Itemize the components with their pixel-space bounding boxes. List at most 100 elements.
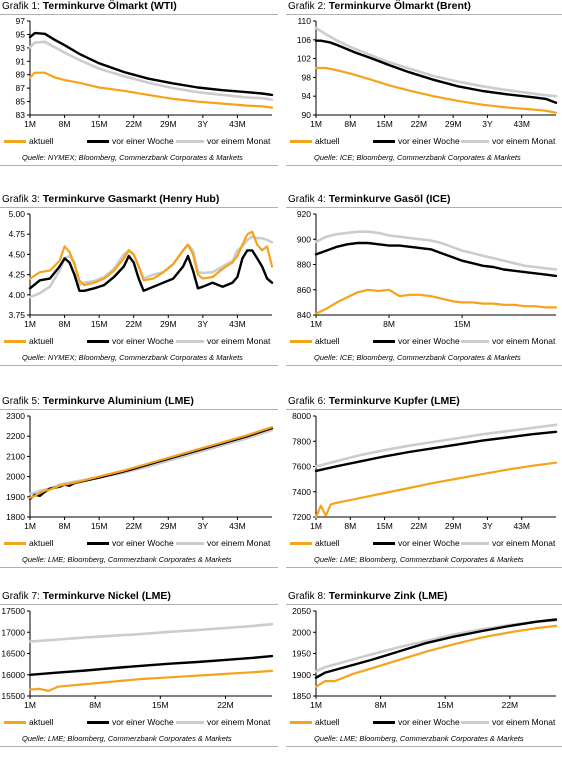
y-tick-label: 1800 xyxy=(6,512,25,522)
y-tick-label: 1950 xyxy=(292,649,311,659)
x-tick-label: 15M xyxy=(437,700,454,710)
chart-title: Grafik 2: Terminkurve Ölmarkt (Brent) xyxy=(288,0,471,13)
x-tick-label: 43M xyxy=(229,119,246,129)
plot-area: 3.75 4.00 4.25 4.50 4.75 5.00 1M 8M 15M 22M 29M 3Y 4… xyxy=(0,209,278,333)
legend-label-woche: vor einer Woche xyxy=(112,136,174,146)
x-tick-label: 15M xyxy=(152,700,169,710)
x-tick-label: 22M xyxy=(502,700,519,710)
y-tick-label: 102 xyxy=(297,54,311,64)
chart-title-text: Terminkurve Gasmarkt (Henry Hub) xyxy=(42,193,220,205)
title-rule xyxy=(286,14,562,15)
legend-label-monat: vor einem Monat xyxy=(492,538,556,548)
title-rule xyxy=(0,604,278,605)
x-tick-label: 8M xyxy=(383,319,395,329)
legend-label-woche: vor einer Woche xyxy=(112,717,174,727)
y-tick-label: 1900 xyxy=(292,670,311,680)
x-tick-label: 43M xyxy=(229,319,246,329)
bottom-rule xyxy=(0,365,278,366)
legend-swatch-woche xyxy=(87,541,109,545)
chart-source: Quelle: LME; Bloomberg, Commerzbank Corp… xyxy=(22,734,232,743)
y-tick-label: 840 xyxy=(297,310,311,320)
legend-item-aktuell: aktuell xyxy=(290,717,340,727)
x-tick-label: 8M xyxy=(59,521,71,531)
x-tick-label: 1M xyxy=(310,119,322,129)
x-tick-label: 1M xyxy=(24,119,36,129)
x-tick-label: 3Y xyxy=(198,319,209,329)
chart-title: Grafik 6: Terminkurve Kupfer (LME) xyxy=(288,395,460,408)
series-line-aktuell xyxy=(314,66,558,114)
x-tick-label: 8M xyxy=(344,119,356,129)
chart-legend: aktuell vor einer Woche vor einem Monat xyxy=(4,336,274,348)
chart-title-text: Terminkurve Ölmarkt (Brent) xyxy=(328,0,471,12)
legend-label-aktuell: aktuell xyxy=(315,136,340,146)
x-tick-label: 29M xyxy=(445,521,462,531)
legend-item-woche: vor einer Woche xyxy=(373,717,460,727)
plot-area: 1800 1900 2000 2100 2200 2300 1M 8M 15M 22M 29M 3Y 4… xyxy=(0,411,278,535)
series-line-woche xyxy=(314,39,558,105)
y-tick-label: 3.75 xyxy=(8,310,25,320)
x-tick-label: 15M xyxy=(376,521,393,531)
legend-swatch-woche xyxy=(373,139,395,143)
legend-item-monat: vor einem Monat xyxy=(461,538,555,548)
legend-item-aktuell: aktuell xyxy=(4,538,54,548)
legend-item-aktuell: aktuell xyxy=(290,136,340,146)
y-tick-label: 83 xyxy=(16,110,26,120)
chart-source: Quelle: NYMEX; Bloomberg, Commerzbank Co… xyxy=(22,353,243,362)
chart-number: Grafik 4: xyxy=(288,194,326,205)
y-tick-label: 95 xyxy=(16,29,26,39)
line-chart: 83 85 87 89 91 93 95 97 1M 8M 15M 22M 29M 3Y 43M xyxy=(16,16,274,129)
bottom-rule xyxy=(286,165,562,166)
y-tick-label: 87 xyxy=(16,83,26,93)
legend-item-monat: vor einem Monat xyxy=(176,538,270,548)
bottom-rule xyxy=(286,365,562,366)
x-tick-label: 3Y xyxy=(482,119,493,129)
y-tick-label: 89 xyxy=(16,70,26,80)
chart-legend: aktuell vor einer Woche vor einem Monat xyxy=(290,717,558,729)
x-tick-label: 8M xyxy=(89,700,101,710)
series-line-monat xyxy=(314,423,558,468)
chart-title: Grafik 4: Terminkurve Gasöl (ICE) xyxy=(288,193,450,206)
series-line-woche xyxy=(314,618,558,679)
legend-item-aktuell: aktuell xyxy=(4,336,54,346)
legend-swatch-aktuell xyxy=(4,541,26,545)
line-chart: 1850 1900 1950 2000 2050 1M 8M 15M 22M xyxy=(292,606,558,710)
legend-label-woche: vor einer Woche xyxy=(112,336,174,346)
y-tick-label: 90 xyxy=(302,110,312,120)
y-tick-label: 2000 xyxy=(292,627,311,637)
series-line-aktuell xyxy=(28,71,274,109)
legend-label-woche: vor einer Woche xyxy=(398,136,460,146)
legend-swatch-monat xyxy=(176,720,204,724)
chart-title: Grafik 5: Terminkurve Aluminium (LME) xyxy=(2,395,194,408)
chart-panel-8: Grafik 8: Terminkurve Zink (LME) 1850 190… xyxy=(286,590,562,766)
series-line-aktuell xyxy=(314,461,558,519)
y-tick-label: 110 xyxy=(297,16,311,26)
chart-title-text: Terminkurve Kupfer (LME) xyxy=(328,395,460,407)
chart-number: Grafik 2: xyxy=(288,1,326,12)
series-line-aktuell xyxy=(28,426,274,499)
legend-swatch-monat xyxy=(176,139,204,143)
legend-swatch-monat xyxy=(461,339,489,343)
x-tick-label: 43M xyxy=(229,521,246,531)
legend-swatch-aktuell xyxy=(4,720,26,724)
legend-item-monat: vor einem Monat xyxy=(176,336,270,346)
title-rule xyxy=(0,14,278,15)
legend-item-woche: vor einer Woche xyxy=(87,717,174,727)
legend-swatch-woche xyxy=(87,720,109,724)
x-tick-label: 15M xyxy=(91,319,108,329)
y-tick-label: 16000 xyxy=(1,670,25,680)
y-tick-label: 2300 xyxy=(6,411,25,421)
chart-panel-7: Grafik 7: Terminkurve Nickel (LME) 15500… xyxy=(0,590,278,766)
y-tick-label: 4.50 xyxy=(8,249,25,259)
chart-legend: aktuell vor einer Woche vor einem Monat xyxy=(4,717,274,729)
x-tick-label: 22M xyxy=(411,119,428,129)
x-tick-label: 29M xyxy=(445,119,462,129)
legend-label-woche: vor einer Woche xyxy=(112,538,174,548)
line-chart: 7200 7400 7600 7800 8000 1M 8M 15M 22M 29M 3Y 43M xyxy=(292,411,558,531)
legend-label-aktuell: aktuell xyxy=(29,538,54,548)
x-tick-label: 1M xyxy=(24,319,36,329)
chart-panel-1: Grafik 1: Terminkurve Ölmarkt (WTI) 83 85… xyxy=(0,0,278,185)
y-tick-label: 85 xyxy=(16,97,26,107)
x-tick-label: 22M xyxy=(217,700,234,710)
legend-label-monat: vor einem Monat xyxy=(207,136,271,146)
